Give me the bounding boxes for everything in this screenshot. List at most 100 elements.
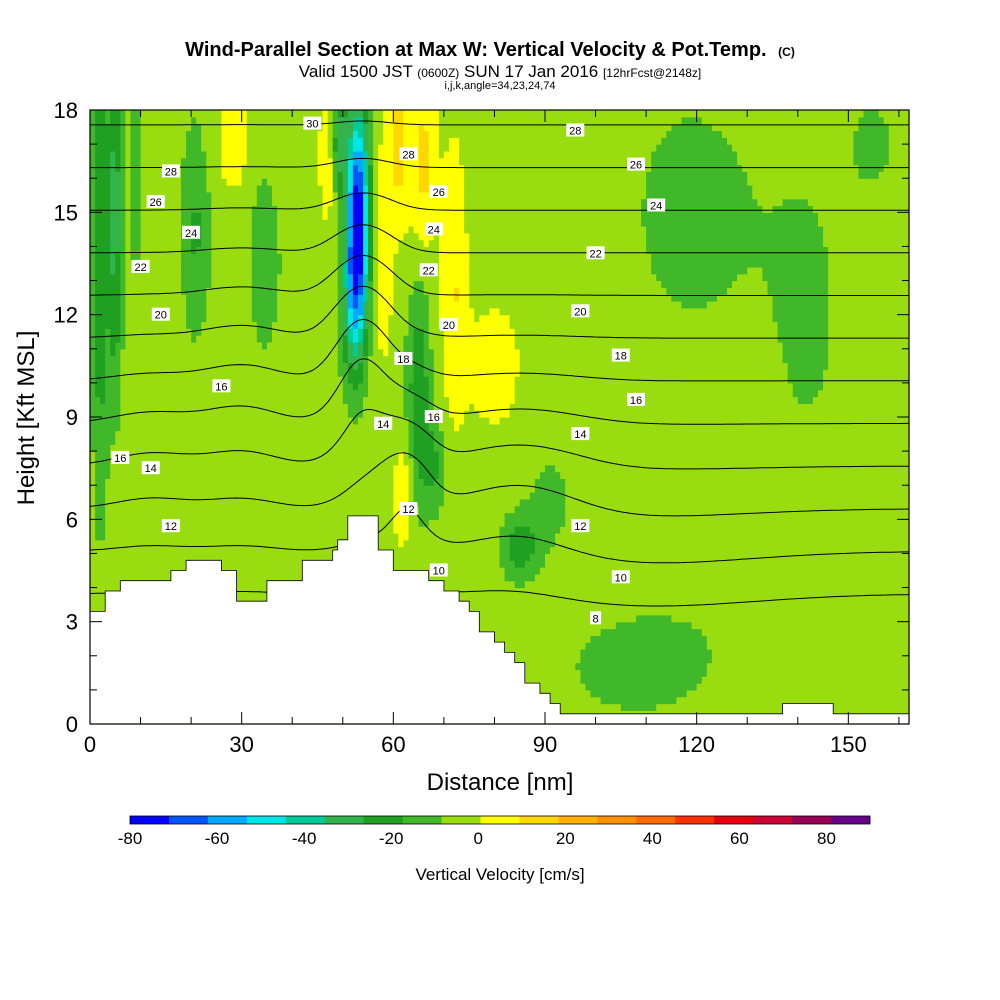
velocity-cell <box>782 341 829 350</box>
velocity-cell <box>373 341 379 350</box>
contour-label: 14 <box>141 461 160 475</box>
velocity-cell <box>211 198 258 207</box>
velocity-cell <box>95 512 106 520</box>
velocity-cell <box>130 185 142 193</box>
velocity-cell <box>277 294 339 302</box>
contour-label-text: 28 <box>402 149 414 161</box>
velocity-cell <box>828 280 910 288</box>
velocity-cell <box>120 335 126 343</box>
velocity-cell <box>413 328 425 336</box>
velocity-cell <box>110 464 394 473</box>
velocity-cell <box>782 348 829 357</box>
velocity-cell <box>368 110 374 118</box>
velocity-cell <box>105 376 121 384</box>
chart-subtitle: Valid 1500 JST (0600Z) SUN 17 Jan 2016 [… <box>299 62 701 81</box>
colorbar-swatch <box>636 816 676 824</box>
velocity-cell <box>256 198 273 207</box>
velocity-cell <box>711 123 860 132</box>
contour-label-text: 24 <box>185 228 197 240</box>
velocity-cell <box>181 246 192 254</box>
velocity-cell <box>368 301 374 309</box>
velocity-cell <box>368 382 405 391</box>
velocity-cell <box>337 144 349 152</box>
x-tick-label: 90 <box>533 732 557 757</box>
x-tick-label: 60 <box>381 732 405 757</box>
velocity-cell <box>120 219 126 227</box>
contour-label-text: 20 <box>443 320 455 332</box>
velocity-cell <box>125 232 132 241</box>
velocity-cell <box>524 560 546 568</box>
velocity-cell <box>393 144 405 152</box>
velocity-cell <box>317 171 334 179</box>
velocity-cell <box>853 137 890 145</box>
y-axis: 0 3 6 9 12 15 18 <box>54 98 909 737</box>
velocity-cell <box>378 164 394 172</box>
colorbar-tick-label: -80 <box>118 829 143 848</box>
velocity-cell <box>398 457 405 466</box>
velocity-cell <box>443 382 516 391</box>
velocity-cell <box>282 260 339 268</box>
velocity-cell <box>418 232 435 241</box>
velocity-cell <box>433 232 440 241</box>
velocity-cell <box>347 362 354 370</box>
velocity-cell <box>514 389 794 398</box>
velocity-cell <box>90 191 96 200</box>
velocity-cell <box>413 451 440 459</box>
velocity-cell <box>499 417 910 425</box>
velocity-cell <box>651 157 738 166</box>
velocity-cell <box>363 410 405 418</box>
contour-label: 12 <box>399 502 418 516</box>
velocity-cell <box>368 355 405 364</box>
velocity-cell <box>332 130 339 138</box>
velocity-cell <box>322 116 329 125</box>
velocity-cell <box>332 185 339 193</box>
velocity-cell <box>110 239 121 248</box>
velocity-cell <box>737 150 854 159</box>
velocity-cell <box>95 212 111 220</box>
velocity-cell <box>90 532 96 541</box>
velocity-cell <box>95 198 111 207</box>
velocity-cell <box>342 307 349 316</box>
velocity-cell <box>777 321 829 329</box>
velocity-cell <box>423 355 435 364</box>
velocity-cell <box>90 567 506 575</box>
velocity-cell <box>337 355 344 364</box>
velocity-cell <box>261 341 268 350</box>
velocity-cell <box>140 144 187 152</box>
velocity-cell <box>706 635 910 643</box>
velocity-cell <box>368 314 374 323</box>
velocity-cell <box>277 205 324 213</box>
velocity-cell <box>403 403 415 411</box>
velocity-cell <box>423 478 435 486</box>
velocity-cell <box>120 328 126 336</box>
velocity-cell <box>767 280 829 288</box>
velocity-cell <box>201 144 223 152</box>
velocity-cell <box>504 573 536 582</box>
velocity-cell <box>701 628 910 636</box>
velocity-cell <box>403 451 410 459</box>
velocity-cell <box>221 150 248 159</box>
velocity-cell <box>95 137 121 145</box>
velocity-cell <box>221 171 243 179</box>
velocity-cell <box>322 185 334 193</box>
velocity-cell <box>443 464 546 473</box>
velocity-cell <box>378 178 394 186</box>
velocity-cell <box>413 280 425 288</box>
velocity-cell <box>534 573 910 582</box>
contour-label-bg <box>151 307 170 321</box>
velocity-cell <box>519 355 784 364</box>
colorbar-swatch <box>246 816 287 824</box>
velocity-cell <box>90 376 96 384</box>
velocity-cell <box>403 110 440 118</box>
velocity-cell <box>772 314 829 323</box>
velocity-cell <box>347 198 354 207</box>
velocity-cell <box>196 116 223 125</box>
velocity-cell <box>130 116 142 125</box>
velocity-cell <box>368 328 374 336</box>
velocity-cell <box>337 178 344 186</box>
velocity-cell <box>671 123 713 132</box>
velocity-cell <box>737 273 763 282</box>
velocity-cell <box>433 430 445 439</box>
velocity-cell <box>110 219 121 227</box>
velocity-cell <box>342 314 349 323</box>
